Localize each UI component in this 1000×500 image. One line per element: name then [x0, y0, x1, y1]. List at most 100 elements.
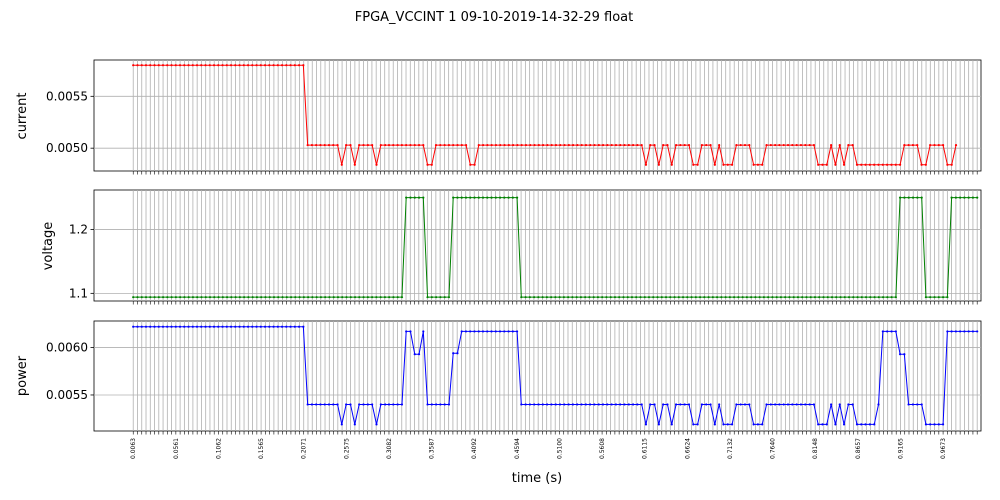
current-point	[396, 143, 399, 147]
current-point	[204, 64, 207, 67]
x-tick-label: 0.3082	[386, 438, 393, 459]
current-point	[576, 143, 579, 147]
current-point	[208, 64, 211, 67]
current-point	[916, 143, 919, 147]
current-y-axis: 0.0050 0.0055	[46, 89, 94, 155]
current-point	[877, 163, 880, 166]
power-point	[933, 423, 936, 426]
voltage-point	[498, 196, 502, 199]
power-point	[886, 330, 889, 333]
current-point	[272, 64, 275, 67]
current-point	[804, 143, 807, 147]
power-point	[632, 403, 635, 406]
current-point	[825, 163, 828, 166]
power-point	[739, 403, 742, 406]
voltage-point	[558, 296, 561, 299]
voltage-point	[174, 296, 177, 299]
current-point	[855, 163, 859, 166]
voltage-point	[946, 296, 949, 299]
power-point	[748, 403, 751, 406]
power-point	[589, 403, 592, 406]
power-point	[345, 403, 348, 406]
current-point	[336, 143, 339, 147]
voltage-point	[673, 296, 676, 299]
voltage-point	[307, 296, 310, 299]
voltage-point	[839, 296, 842, 299]
power-point	[920, 403, 923, 406]
power-point	[469, 330, 472, 333]
current-point	[572, 143, 575, 147]
current-point	[310, 143, 314, 147]
voltage-point	[890, 296, 893, 299]
power-point	[954, 330, 957, 333]
power-point	[379, 403, 382, 406]
x-tick-label: 0.2071	[301, 438, 308, 459]
power-point	[894, 330, 897, 333]
voltage-point	[537, 296, 540, 299]
power-point	[808, 403, 811, 406]
power-point	[251, 325, 254, 328]
x-tick-label: 0.0561	[173, 438, 180, 459]
power-point	[144, 325, 148, 328]
current-point	[149, 64, 152, 67]
current-point	[387, 143, 391, 147]
power-point	[490, 330, 493, 333]
voltage-point	[370, 296, 374, 299]
voltage-point	[971, 196, 975, 199]
current-point	[709, 143, 712, 147]
power-point	[384, 403, 387, 406]
power-point	[430, 403, 433, 406]
power-point	[795, 403, 798, 406]
power-point	[709, 403, 712, 406]
power-point	[903, 353, 906, 356]
voltage-point	[920, 196, 923, 199]
current-point	[730, 163, 734, 166]
current-point	[662, 143, 665, 147]
power-point	[319, 403, 322, 406]
voltage-point	[801, 296, 804, 299]
power-point	[924, 423, 928, 426]
power-point	[877, 403, 880, 406]
y-tick-label: 0.0060	[46, 341, 88, 355]
current-point	[456, 143, 459, 147]
current-point	[136, 64, 139, 67]
power-point	[195, 325, 199, 328]
power-point	[563, 403, 566, 406]
voltage-point	[877, 296, 880, 299]
voltage-point	[596, 296, 600, 299]
voltage-point	[366, 296, 369, 299]
power-point	[302, 325, 305, 328]
power-point	[623, 403, 626, 406]
power-point	[554, 403, 557, 406]
power-point	[670, 423, 673, 426]
power-point	[460, 330, 463, 333]
voltage-point	[762, 296, 766, 299]
voltage-point	[460, 196, 463, 199]
current-point	[229, 64, 233, 67]
current-point	[306, 143, 309, 147]
voltage-point	[754, 296, 757, 299]
voltage-point	[392, 296, 395, 299]
voltage-series	[132, 196, 979, 299]
current-point	[477, 143, 480, 147]
power-point	[340, 423, 343, 426]
current-point	[640, 143, 643, 147]
current-point	[542, 143, 545, 147]
current-point	[439, 143, 442, 147]
voltage-point	[796, 296, 800, 299]
voltage-point	[439, 296, 442, 299]
current-point	[597, 143, 600, 147]
voltage-point	[609, 296, 612, 299]
current-point	[890, 163, 893, 166]
power-point	[255, 325, 258, 328]
current-point	[533, 143, 536, 147]
voltage-point	[758, 296, 761, 299]
current-point	[217, 64, 220, 67]
voltage-point	[916, 196, 919, 199]
power-point	[332, 403, 335, 406]
x-tick-label: 0.9673	[940, 438, 947, 459]
current-point	[911, 143, 915, 147]
power-point	[576, 403, 579, 406]
current-point	[362, 143, 365, 147]
voltage-point	[328, 296, 331, 299]
